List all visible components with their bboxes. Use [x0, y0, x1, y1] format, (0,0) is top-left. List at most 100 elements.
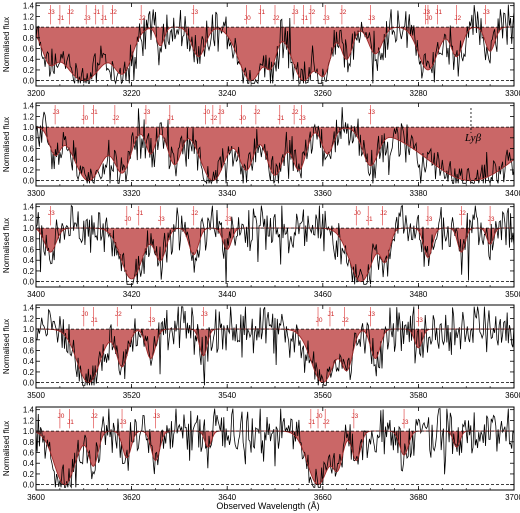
x-tick-label: 3300 — [505, 89, 520, 98]
component-label: J3 — [53, 109, 60, 116]
y-tick-label: 0.2 — [23, 166, 35, 175]
spectrum-panel: J0J1J2J3J3J1J0J2J3J30.00.20.40.60.81.01.… — [2, 406, 520, 502]
y-tick-label: 0.0 — [23, 177, 35, 186]
y-tick-label: 1.2 — [23, 12, 35, 21]
component-label: J1 — [93, 9, 100, 16]
component-label: J2 — [454, 15, 461, 22]
panel-frame — [35, 406, 515, 491]
x-tick-label: 3360 — [314, 189, 332, 198]
y-tick-label: 1.4 — [23, 203, 35, 212]
component-label: J3 — [84, 15, 91, 22]
component-label: J0 — [354, 210, 361, 217]
component-label: J2 — [210, 115, 217, 122]
x-tick-label: 3380 — [410, 189, 428, 198]
component-label: J3 — [225, 216, 232, 223]
component-label: J3 — [201, 311, 208, 318]
x-tick-label: 3460 — [314, 290, 332, 299]
model-line — [36, 126, 514, 182]
x-tick-label: 3580 — [410, 391, 428, 400]
spectrum-panel: J3 J0 J1 J3 J2 J3 J0 J1 J2 J3 J2 J3 0.0 0.2 0.40.6 0.8 1… — [2, 203, 520, 299]
component-label: J1 — [328, 311, 335, 318]
component-label: J3 — [351, 413, 358, 420]
y-tick-label: 0.8 — [23, 34, 35, 43]
x-tick-label: 3400 — [505, 189, 520, 198]
model-fill — [36, 228, 514, 282]
model-line — [36, 328, 514, 384]
panel-plot-area: J3J1J2J3J1J1J2J2J3J0J1J2J3J1J2J3J2J3J3J0… — [36, 4, 514, 85]
component-label: J2 — [459, 210, 466, 217]
y-axis-label: Normalised flux — [2, 319, 11, 374]
component-label: J2 — [191, 210, 198, 217]
component-label: J0 — [316, 317, 323, 324]
component-label: J3 — [368, 109, 375, 116]
x-tick-label: 3660 — [314, 493, 332, 502]
spectrum-trace — [36, 204, 514, 285]
x-tick-label: 3600 — [27, 493, 45, 502]
y-tick-label: 0.0 — [23, 77, 35, 86]
y-tick-label: 0.0 — [23, 379, 35, 388]
y-tick-label: 0.6 — [23, 246, 35, 255]
x-tick-label: 3480 — [410, 290, 428, 299]
component-label: J1 — [67, 419, 74, 426]
component-label: J0 — [203, 109, 210, 116]
y-tick-label: 0.8 — [23, 438, 35, 447]
lyb-label: Lyβ — [464, 132, 482, 144]
component-label: J2 — [91, 413, 98, 420]
y-tick-label: 1.0 — [23, 123, 35, 132]
x-tick-label: 3340 — [218, 189, 236, 198]
component-label: J2 — [253, 109, 260, 116]
component-label: J2 — [115, 311, 122, 318]
model-fill — [36, 329, 514, 383]
component-label: J3 — [416, 317, 423, 324]
component-label: J3 — [48, 210, 55, 217]
component-label: J3 — [426, 216, 433, 223]
component-label: J3 — [191, 9, 198, 16]
component-label: J1 — [277, 115, 284, 122]
component-label: J3 — [483, 9, 490, 16]
component-label: J0 — [426, 15, 433, 22]
panel-plot-area: J3 J0 J1 J3 J2 J3 J0 J1 J2 J3 J2 J3 — [36, 204, 514, 285]
component-label: J2 — [342, 317, 349, 324]
y-tick-label: 0.2 — [23, 470, 35, 479]
x-tick-label: 3680 — [410, 493, 428, 502]
x-tick-label: 3540 — [218, 391, 236, 400]
component-label: J1 — [91, 317, 98, 324]
component-label: J3 — [299, 115, 306, 122]
component-label: J2 — [110, 9, 117, 16]
y-tick-label: 0.4 — [23, 357, 35, 366]
component-label: J3 — [402, 419, 409, 426]
component-label: J0 — [244, 15, 251, 22]
y-tick-label: 1.2 — [23, 314, 35, 323]
y-tick-label: 0.0 — [23, 278, 35, 287]
component-label: J2 — [308, 9, 315, 16]
y-tick-label: 1.0 — [23, 427, 35, 436]
y-tick-label: 0.4 — [23, 55, 35, 64]
component-label: J3 — [158, 216, 165, 223]
component-label: J1 — [167, 115, 174, 122]
y-tick-label: 0.8 — [23, 235, 35, 244]
y-tick-label: 0.6 — [23, 45, 35, 54]
model-line — [36, 430, 514, 486]
y-axis-label: Normalised flux — [2, 421, 11, 476]
y-axis-label: Normalised flux — [2, 218, 11, 273]
x-tick-label: 3500 — [27, 391, 45, 400]
x-tick-label: 3440 — [218, 290, 236, 299]
y-tick-label: 0.2 — [23, 66, 35, 75]
component-label: J0 — [57, 413, 64, 420]
y-tick-label: 1.2 — [23, 112, 35, 121]
y-tick-label: 0.4 — [23, 256, 35, 265]
component-label: J2 — [339, 9, 346, 16]
x-tick-label: 3280 — [410, 89, 428, 98]
y-tick-label: 1.4 — [23, 406, 35, 415]
component-label: J3 — [488, 216, 495, 223]
y-tick-label: 1.2 — [23, 213, 35, 222]
component-label: J1 — [308, 419, 315, 426]
x-tick-label: 3640 — [218, 493, 236, 502]
component-label: J2 — [139, 15, 146, 22]
x-tick-label: 3200 — [27, 89, 45, 98]
spectrum-trace — [36, 306, 514, 386]
y-tick-label: 1.4 — [23, 304, 35, 313]
component-label: J2 — [323, 419, 330, 426]
